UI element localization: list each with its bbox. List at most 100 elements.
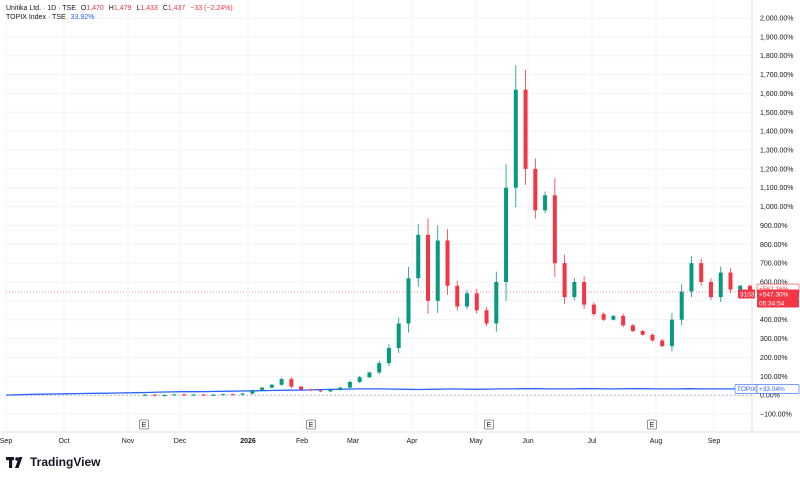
- candle-body: [738, 285, 743, 290]
- countdown-tag-bg: [757, 298, 799, 308]
- countdown-tag: 05:34:54: [759, 300, 785, 307]
- candle-body: [221, 394, 226, 396]
- x-tick-label: Nov: [122, 438, 135, 445]
- topix-name-tag-bg: [735, 384, 757, 394]
- candle-body: [308, 389, 313, 391]
- candle-body: [611, 315, 616, 320]
- candle-body: [377, 363, 382, 373]
- current-price-tag: +547.30%: [759, 291, 789, 298]
- candle-body: [708, 282, 713, 298]
- y-tick-label: 1,100.00%: [760, 185, 793, 192]
- grid: [0, 0, 800, 433]
- candle-body: [328, 389, 333, 392]
- y-tick-label: −100.00%: [760, 412, 792, 419]
- earnings-marker-label: E: [487, 422, 492, 429]
- candle-body: [396, 323, 401, 348]
- symbol-title: Unitika Ltd. · 1D · TSE: [6, 5, 76, 12]
- y-tick-label: 1,900.00%: [760, 34, 793, 41]
- symbol-tag: 3103: [740, 291, 755, 298]
- candle-body: [172, 394, 177, 396]
- x-tick-label: Feb: [296, 438, 308, 445]
- topix-value-tag-bg: [757, 384, 799, 394]
- topix-series: [5, 388, 736, 396]
- y-tick-label: 400.00%: [760, 317, 788, 324]
- y-tick-label: 200.00%: [760, 355, 788, 362]
- y-tick-label: 0.00%: [760, 393, 780, 400]
- y-axis[interactable]: 2,000.00% 1,900.00% 1,800.00% 1,700.00% 1,60…: [760, 16, 793, 419]
- candle-body: [465, 293, 470, 307]
- high-label: H: [108, 5, 114, 12]
- candle-body: [260, 387, 265, 391]
- y-tick-label: 100.00%: [760, 374, 788, 381]
- y-tick-label: 300.00%: [760, 336, 788, 343]
- candle-body: [523, 89, 528, 169]
- candle-body: [474, 293, 479, 311]
- candle-body: [699, 263, 704, 282]
- candle-body: [543, 195, 548, 211]
- candle-body: [211, 394, 216, 396]
- x-tick-label: Aug: [650, 438, 663, 445]
- price-tags: +562.16% 3103 +547.30% 05:34:54 TOPIX +33.04%: [6, 283, 800, 394]
- unitika-candles: [143, 65, 752, 397]
- candle-body: [425, 234, 430, 301]
- tradingview-logo[interactable]: TradingView: [6, 455, 100, 469]
- candle-body: [386, 348, 391, 364]
- candle-body: [250, 390, 255, 394]
- earnings-marker: [484, 419, 494, 430]
- brand-name: TradingView: [30, 455, 101, 469]
- change-value: −33 (−2.24%): [190, 5, 233, 12]
- x-tick-label: 2026: [240, 438, 256, 445]
- y-tick-label: 1,000.00%: [760, 204, 793, 211]
- x-axis[interactable]: Sep Oct Nov Dec 2026 Feb Mar Apr May Jun Jul Aug Sep: [0, 438, 720, 445]
- tradingview-logo-icon: [6, 456, 23, 468]
- current-price-tag-bg: [757, 289, 799, 299]
- y-tick-label: 1,500.00%: [760, 110, 793, 117]
- index-value: 33.92%: [70, 14, 95, 21]
- candle-body: [143, 394, 147, 396]
- topix-value-tag-border: [756, 384, 800, 394]
- candle-body: [552, 195, 557, 264]
- candle-body: [406, 278, 411, 324]
- x-tick-label: Sep: [0, 438, 12, 445]
- candle-body: [601, 314, 606, 320]
- open-value: 1,470: [86, 5, 104, 12]
- x-tick-label: May: [469, 438, 483, 445]
- candle-body: [689, 263, 694, 292]
- candle-body: [191, 394, 196, 396]
- candle-body: [591, 304, 596, 315]
- x-tick-label: Dec: [174, 438, 187, 445]
- candle-body: [367, 372, 372, 378]
- candle-body: [533, 168, 538, 211]
- y-tick-label: 1,400.00%: [760, 129, 793, 136]
- close-label: C: [162, 5, 168, 12]
- candle-body: [182, 394, 187, 396]
- candle-body: [416, 234, 421, 279]
- x-tick-label: Apr: [407, 438, 419, 445]
- low-label: L: [136, 5, 141, 12]
- candle-body: [338, 387, 343, 390]
- candle-body: [630, 325, 635, 332]
- index-legend[interactable]: TOPIX Index · TSE 33.92%: [6, 13, 94, 22]
- x-tick-label: Jul: [588, 438, 597, 445]
- high-price-tag: +562.16%: [759, 286, 789, 293]
- candle-body: [582, 282, 587, 305]
- x-tick-label: Jun: [522, 438, 533, 445]
- candle-body: [299, 386, 304, 390]
- candle-body: [718, 272, 723, 298]
- candle-body: [347, 381, 352, 388]
- y-tick-label: 700.00%: [760, 261, 788, 268]
- symbol-tag-bg: [738, 289, 755, 299]
- symbol-legend[interactable]: Unitika Ltd. · 1D · TSE O1,470 H1,479 L1…: [6, 4, 233, 13]
- candle-body: [152, 394, 157, 396]
- candle-body: [504, 187, 509, 282]
- y-tick-label: 600.00%: [760, 280, 788, 287]
- candle-body: [318, 390, 323, 392]
- earnings-marker: [139, 419, 149, 430]
- candle-body: [455, 285, 460, 307]
- earnings-marker-label: E: [142, 422, 147, 429]
- index-title: TOPIX Index · TSE: [6, 14, 66, 21]
- candle-body: [289, 379, 294, 387]
- candle-body: [513, 89, 518, 188]
- x-tick-label: Mar: [347, 438, 360, 445]
